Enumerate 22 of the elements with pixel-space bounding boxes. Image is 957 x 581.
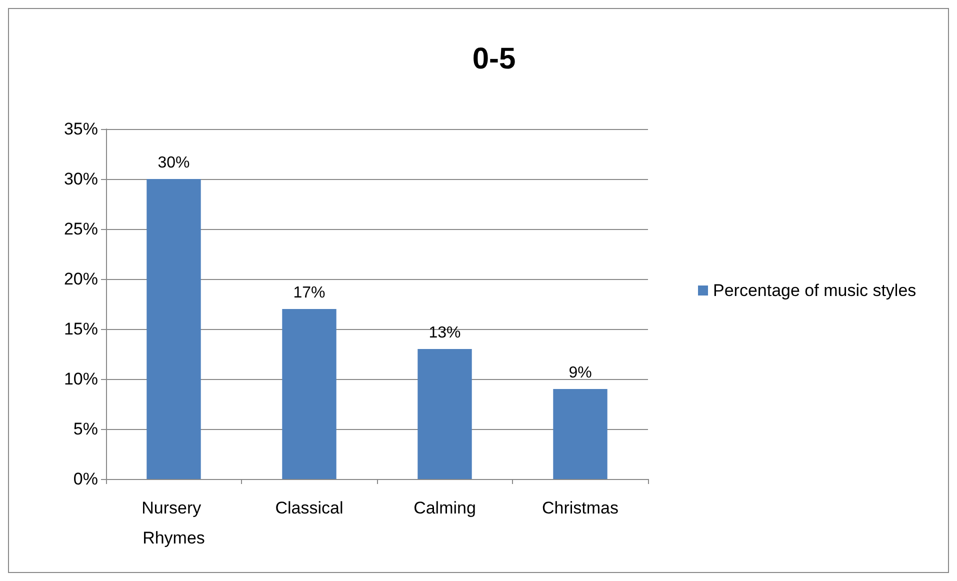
bar bbox=[553, 389, 608, 479]
bar bbox=[146, 179, 201, 479]
bar bbox=[418, 349, 472, 479]
y-tick-label: 20% bbox=[64, 270, 98, 288]
x-tick-label: Nursery Rhymes bbox=[142, 498, 206, 548]
data-label: 13% bbox=[428, 324, 461, 342]
data-label: 30% bbox=[158, 154, 190, 172]
bar bbox=[282, 309, 336, 479]
y-tick-label: 0% bbox=[73, 470, 98, 488]
data-label: 9% bbox=[568, 364, 592, 382]
y-tick-label: 5% bbox=[73, 420, 98, 438]
legend-label: Percentage of music styles bbox=[713, 281, 916, 300]
y-tick-label: 30% bbox=[64, 170, 98, 188]
y-tick-label: 25% bbox=[64, 220, 98, 238]
chart-title: 0-5 bbox=[472, 42, 516, 76]
y-tick-label: 10% bbox=[64, 370, 98, 388]
x-tick-label: Calming bbox=[414, 498, 476, 518]
y-tick-label: 35% bbox=[64, 120, 98, 138]
y-tick-label: 15% bbox=[64, 320, 98, 338]
data-label: 17% bbox=[293, 284, 326, 302]
x-tick-label: Christmas bbox=[542, 498, 619, 518]
x-tick-label: Classical bbox=[275, 498, 344, 518]
